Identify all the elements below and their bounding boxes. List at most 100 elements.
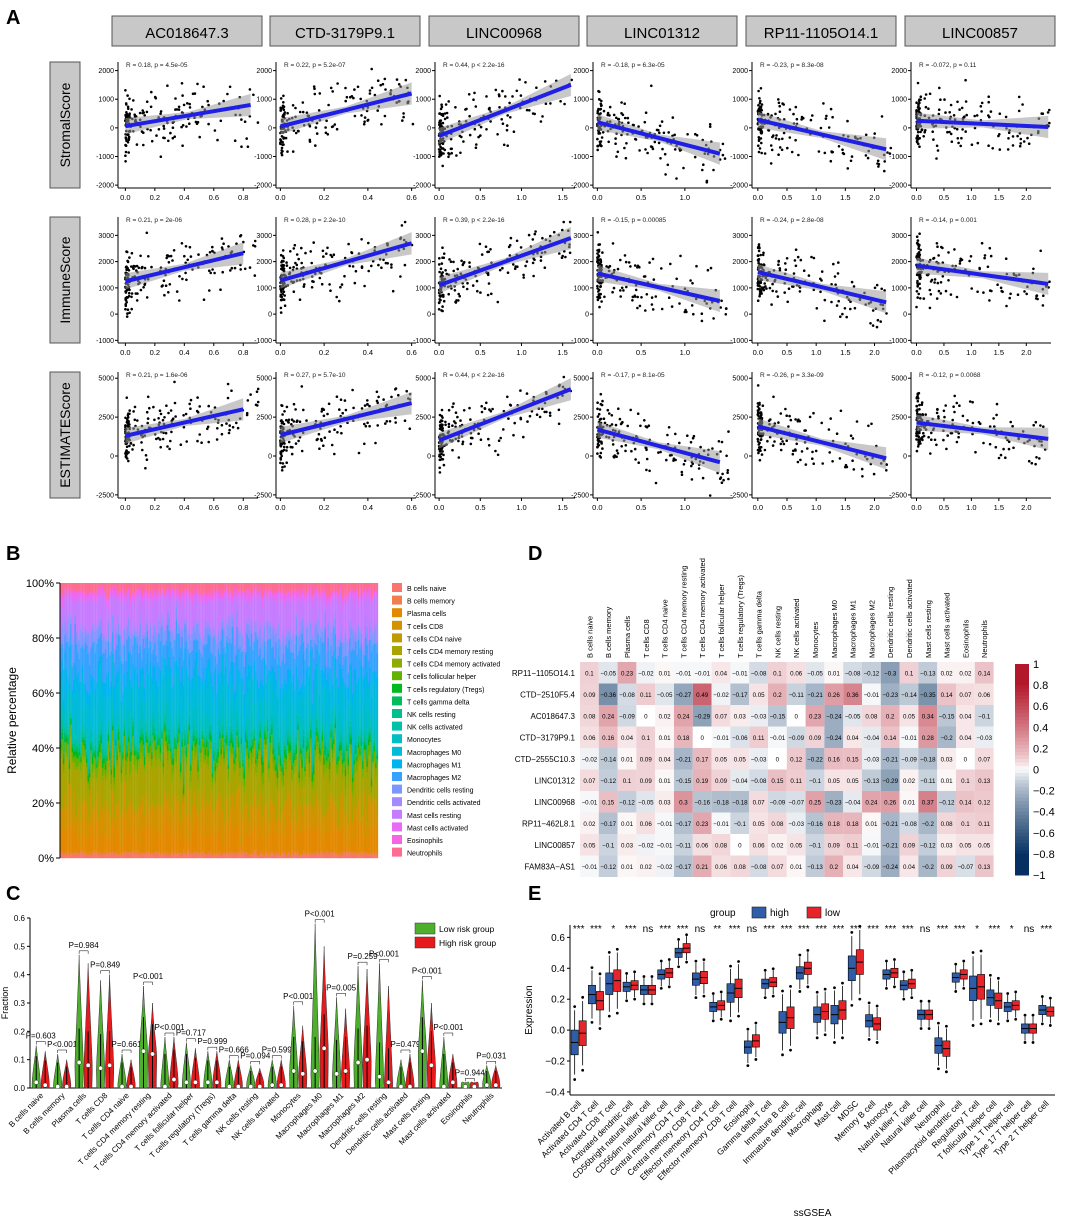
data-point (531, 261, 535, 265)
data-point (686, 133, 689, 136)
stack-segment (84, 802, 87, 836)
stack-segment (120, 583, 123, 592)
stack-segment (103, 803, 105, 834)
data-point (970, 143, 974, 146)
stack-segment (132, 663, 134, 685)
stack-segment (103, 762, 105, 771)
data-point (645, 425, 649, 429)
data-point (675, 277, 678, 281)
correlation-label: R = -0.14, p = 0.001 (919, 217, 977, 224)
stack-segment (109, 589, 111, 595)
data-point (512, 263, 515, 266)
stack-segment (100, 621, 103, 634)
data-point (706, 268, 710, 272)
stack-segment (127, 588, 130, 596)
stack-segment (138, 589, 140, 592)
data-point (124, 307, 127, 311)
data-point (143, 266, 147, 270)
y-tick-label: 1000 (732, 97, 748, 104)
scatter-points (437, 220, 572, 313)
stack-segment (113, 647, 116, 654)
data-point (779, 448, 783, 452)
data-point (964, 78, 967, 82)
data-point (280, 149, 284, 152)
data-point (125, 266, 128, 269)
data-point (616, 452, 620, 455)
data-point (1021, 103, 1024, 106)
stack-segment (93, 751, 95, 757)
stack-segment (106, 801, 108, 805)
stack-segment (107, 836, 110, 852)
data-point (975, 114, 979, 117)
data-point (397, 393, 400, 397)
stack-segment (106, 839, 108, 854)
data-point (376, 401, 380, 405)
x-tick-label: 0.5 (636, 503, 646, 512)
stack-segment (86, 703, 88, 727)
data-point (438, 427, 442, 431)
data-point (252, 93, 255, 97)
stack-segment (109, 583, 111, 590)
y-tick-label: -2000 (889, 183, 907, 190)
data-point (1004, 115, 1008, 119)
data-point (366, 119, 370, 122)
data-point (376, 424, 380, 427)
stack-segment (65, 691, 68, 714)
stack-segment (74, 583, 77, 590)
stack-segment (93, 756, 95, 767)
data-point (368, 89, 372, 92)
stack-segment (123, 818, 126, 852)
stack-segment (100, 586, 103, 589)
stack-segment (90, 855, 92, 857)
data-point (931, 130, 934, 133)
data-point (325, 119, 328, 123)
data-point (1042, 425, 1045, 429)
data-point (363, 116, 367, 119)
data-point (180, 125, 183, 129)
stack-segment (73, 592, 75, 597)
data-point (916, 242, 920, 246)
data-point (124, 303, 127, 306)
stack-segment (78, 751, 81, 756)
stack-segment (68, 855, 71, 858)
stack-segment (103, 732, 105, 745)
data-point (1027, 142, 1031, 145)
y-tick-label: -2000 (96, 183, 114, 190)
stack-segment (73, 639, 75, 645)
stack-segment (135, 683, 137, 728)
data-point (756, 405, 760, 408)
stack-segment (84, 740, 87, 745)
stack-segment (136, 589, 139, 594)
stack-segment (88, 592, 91, 595)
stack-segment (61, 643, 64, 660)
data-point (473, 127, 477, 131)
stack-segment (127, 802, 130, 807)
stack-segment (106, 741, 108, 749)
stack-segment (67, 737, 69, 745)
stack-segment (78, 597, 81, 636)
data-point (945, 447, 948, 451)
stack-segment (81, 732, 84, 738)
data-point (305, 419, 308, 422)
stack-segment (96, 696, 98, 734)
data-point (939, 281, 943, 284)
data-point (502, 428, 505, 431)
data-point (344, 99, 348, 103)
data-point (366, 402, 369, 406)
data-point (479, 291, 482, 294)
stack-segment (70, 718, 72, 725)
stack-segment (106, 853, 108, 857)
stack-segment (86, 603, 88, 630)
data-point (219, 119, 223, 123)
data-point (783, 291, 786, 294)
data-point (1032, 423, 1035, 427)
data-point (958, 262, 962, 265)
stack-segment (64, 613, 66, 623)
data-point (965, 113, 968, 117)
stack-segment (120, 732, 123, 754)
stack-segment (132, 624, 134, 634)
stack-segment (114, 633, 117, 651)
data-point (185, 440, 188, 443)
stack-segment (138, 720, 140, 748)
data-point (438, 152, 442, 156)
